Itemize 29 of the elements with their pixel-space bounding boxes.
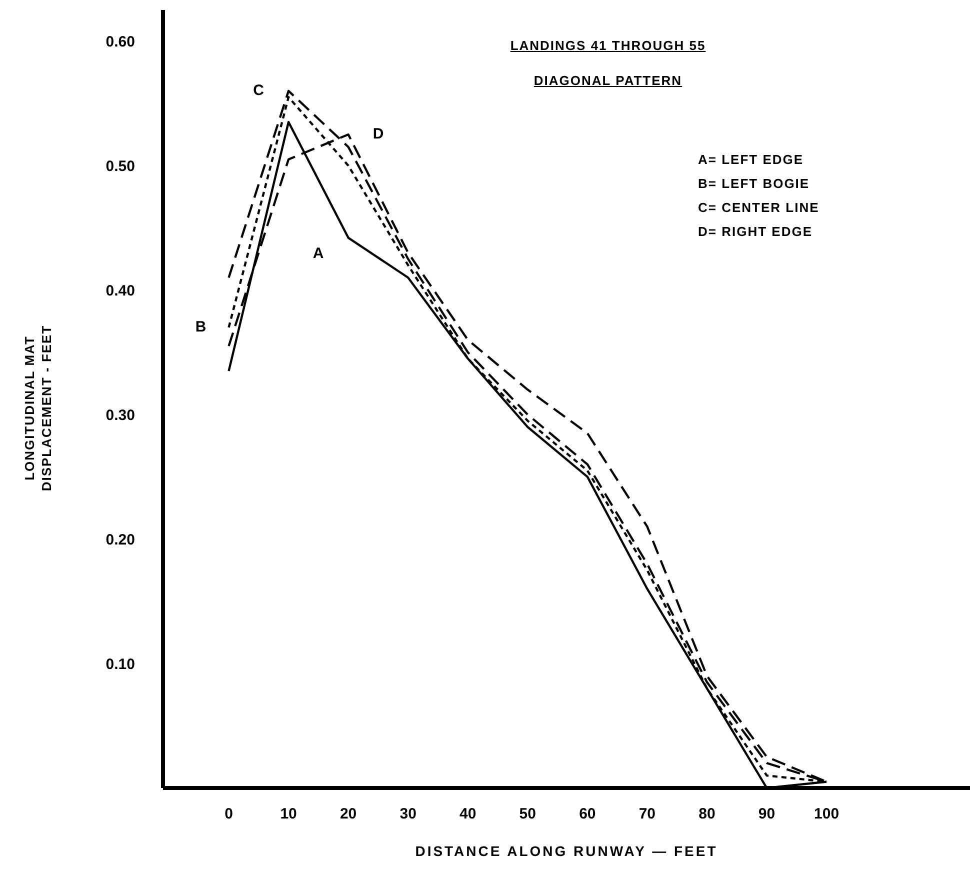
y-axis-title: LONGITUDINAL MAT DISPLACEMENT - FEET — [21, 324, 55, 492]
series-label: B — [195, 318, 206, 336]
annotation: B= LEFT BOGIE — [698, 175, 811, 193]
x-tick-label: 80 — [698, 806, 716, 823]
y-tick-label: 0.60 — [106, 33, 135, 50]
x-tick-label: 10 — [280, 806, 297, 823]
series-label: A — [312, 244, 324, 262]
annotation: D= RIGHT EDGE — [698, 223, 814, 241]
x-tick-label: 70 — [638, 806, 656, 823]
series-label: C — [253, 82, 264, 99]
x-tick-label: 100 — [814, 806, 840, 823]
y-tick-label: 0.20 — [106, 531, 135, 548]
annotation: A= LEFT EDGE — [698, 151, 805, 169]
y-tick-label: 0.10 — [106, 656, 135, 673]
text: DIAGONAL PATTERN — [534, 73, 682, 88]
x-tick-label: 90 — [758, 806, 776, 823]
text: LANDINGS 41 THROUGH 55 — [510, 38, 706, 53]
y-tick-label: 0.40 — [106, 282, 135, 300]
x-tick-label: 50 — [519, 806, 536, 823]
y-tick-label: 0.50 — [106, 158, 135, 175]
annotation: C= CENTER LINE — [698, 199, 820, 217]
x-tick-label: 0 — [224, 806, 233, 823]
x-tick-label: 20 — [340, 806, 357, 823]
series-label: D — [372, 125, 384, 142]
x-tick-label: 30 — [400, 806, 416, 823]
y-tick-label: 0.30 — [106, 406, 135, 424]
x-tick-label: 40 — [460, 806, 476, 823]
x-tick-label: 60 — [579, 806, 596, 823]
x-axis-title: DISTANCE ALONG RUNWAY — FEET — [415, 843, 718, 859]
